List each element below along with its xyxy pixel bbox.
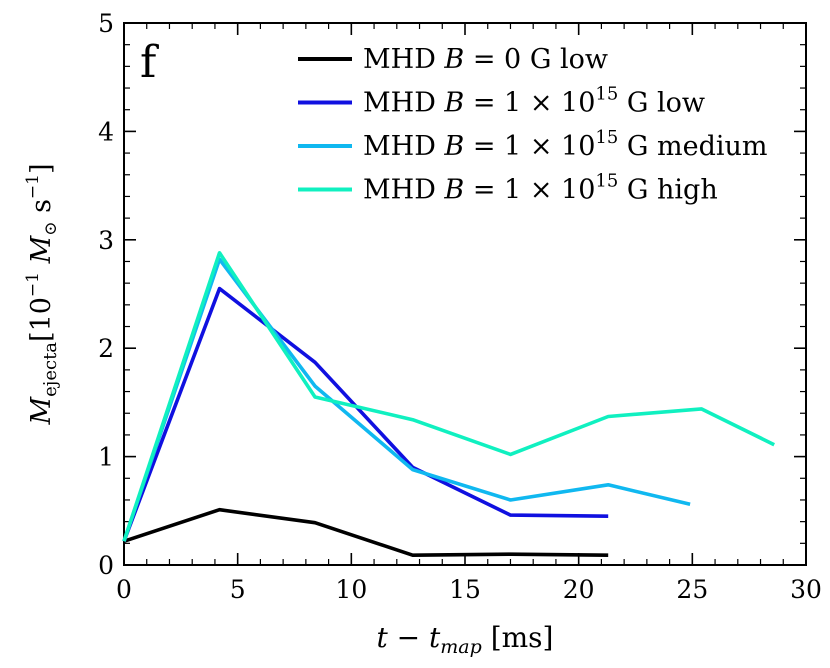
y-axis-label-exp: −1 [23,272,43,297]
y-tick-label: 3 [98,226,114,255]
ticks-layer: 0 5 10 15 20 25 30 0 1 2 3 4 5 [98,9,822,604]
legend-entry-3: MHD B = 1 × 1015 G medium [363,127,768,162]
y-axis-label-sub: ejecta [40,342,61,397]
x-tick-label: 25 [676,575,708,604]
y-tick-label: 5 [98,9,114,38]
legend-entry-4: MHD B = 1 × 1015 G high [363,171,718,206]
y-tick-label: 1 [98,443,114,472]
series-layer [122,251,775,558]
series-line-1 [123,507,609,558]
x-tick-label: 0 [116,575,132,604]
legend-entry-2: MHD B = 1 × 1015 G low [363,84,705,119]
y-axis-label-main: M [26,396,57,426]
legend: MHD B = 0 G low MHD B = 1 × 1015 G low MHD… [298,44,768,206]
y-axis-label-sun: ⊙ [41,222,61,236]
panel-label: f [140,37,159,88]
x-axis-label-main: t − t [377,621,442,654]
series-line-3 [122,257,691,542]
y-tick-label: 4 [98,117,114,146]
y-axis-label: Mejecta[10−1 M⊙ s−1] [23,163,61,425]
y-axis-label-s: s [26,199,57,221]
y-axis-label-close: ] [26,163,57,174]
x-axis-label-sub: map [440,636,482,658]
y-axis-label-sexp: −1 [23,174,43,199]
x-axis-label: t − tmap [ms] [377,621,554,658]
x-tick-label: 10 [335,575,367,604]
legend-entry-1: MHD B = 0 G low [363,44,608,75]
x-tick-label: 30 [790,575,822,604]
series-line-4 [122,251,775,542]
x-axis-label-unit: [ms] [482,621,554,654]
y-axis-label-open: [10 [26,297,57,342]
y-tick-label: 2 [98,334,114,363]
series-line-2 [122,286,609,542]
y-tick-label: 0 [98,551,114,580]
x-tick-label: 5 [230,575,246,604]
x-tick-label: 20 [563,575,595,604]
x-tick-label: 15 [449,575,481,604]
y-axis-label-mid: M [26,234,57,272]
